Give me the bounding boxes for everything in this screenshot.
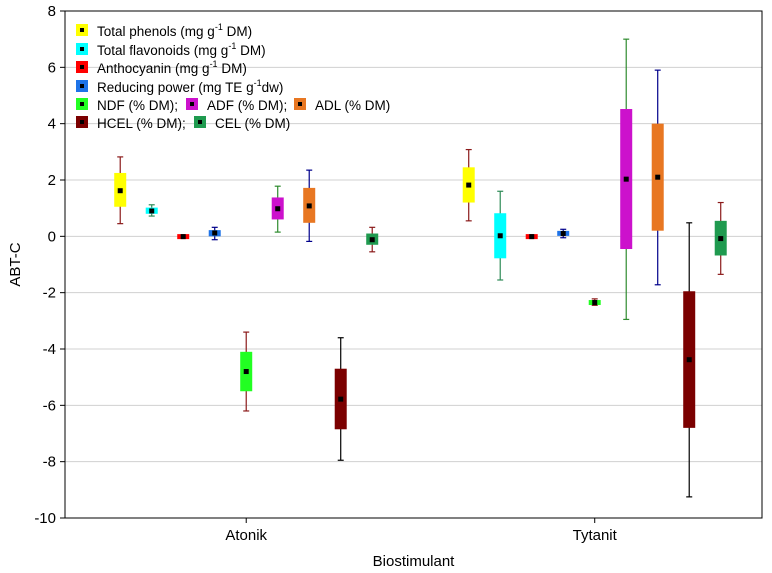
legend-label-part: DM) <box>236 43 265 58</box>
legend-label-part: ADL (% DM) <box>315 98 390 113</box>
y-axis-title: ABT-C <box>7 242 24 286</box>
y-tick-label: -8 <box>43 454 56 471</box>
legend: Total phenols (mg g-1 DM)Total flavonoid… <box>76 22 390 131</box>
legend-marker <box>80 47 84 51</box>
legend-label-part: Reducing power (mg TE g <box>97 80 254 95</box>
y-tick-label: -2 <box>43 285 56 302</box>
legend-label-part: -1 <box>228 41 236 51</box>
x-axis-title: Biostimulant <box>373 553 456 570</box>
legend-entry-3: Reducing power (mg TE g-1dw) <box>76 78 283 95</box>
legend-label: Total flavonoids (mg g-1 DM) <box>97 41 266 58</box>
legend-label-part: -1 <box>215 22 223 32</box>
axes: -10 -8 -6 -4 -2 0 2 4 6 8 Atonik Tytanit Biostimulan… <box>7 3 763 570</box>
box-atonik-0 <box>114 156 127 225</box>
box-atonik-6 <box>303 169 316 243</box>
legend-label-part: ADF (% DM); <box>207 98 287 113</box>
median-marker <box>369 237 375 243</box>
legend-marker <box>298 102 302 106</box>
box-atonik-7 <box>334 337 347 461</box>
legend-label-part: Total flavonoids (mg g <box>97 43 228 58</box>
median-marker <box>466 182 472 188</box>
median-marker <box>275 206 281 212</box>
median-marker <box>243 369 249 375</box>
y-tick-label: 6 <box>48 59 56 76</box>
x-tick-label: Atonik <box>225 527 267 544</box>
median-marker <box>117 188 123 194</box>
plot-area <box>114 38 727 498</box>
legend-label: CEL (% DM) <box>215 116 290 131</box>
median-marker <box>306 203 312 209</box>
legend-label-part: NDF (% DM); <box>97 98 178 113</box>
legend-label: Anthocyanin (mg g-1 DM) <box>97 59 247 76</box>
legend-entry-0: Total phenols (mg g-1 DM) <box>76 22 252 39</box>
box-tytanit-5 <box>620 38 633 321</box>
box-atonik-2 <box>177 234 190 240</box>
box-tytanit-3 <box>557 228 570 239</box>
median-marker <box>592 300 598 306</box>
median-marker <box>149 208 155 214</box>
box-tytanit-6 <box>651 69 664 286</box>
box-tytanit-1 <box>494 190 507 281</box>
y-tick-label: -10 <box>34 510 56 527</box>
median-marker <box>338 396 344 402</box>
legend-marker <box>80 28 84 32</box>
legend-label: ADF (% DM); <box>207 98 287 113</box>
legend-label-part: dw) <box>262 80 284 95</box>
median-marker <box>686 357 692 363</box>
legend-label-part: CEL (% DM) <box>215 116 290 131</box>
legend-marker <box>80 65 84 69</box>
median-marker <box>529 234 535 240</box>
legend-entry-4: NDF (% DM); <box>76 98 178 113</box>
legend-label-part: -1 <box>210 59 218 69</box>
legend-marker <box>80 84 84 88</box>
y-tick-label: 2 <box>48 172 56 189</box>
legend-entry-2: Anthocyanin (mg g-1 DM) <box>76 59 247 76</box>
box-tytanit-8 <box>714 201 727 275</box>
box-tytanit-4 <box>588 298 601 306</box>
legend-label: HCEL (% DM); <box>97 116 186 131</box>
legend-marker <box>80 120 84 124</box>
median-marker <box>560 231 566 237</box>
median-marker <box>497 233 503 239</box>
legend-entry-8: CEL (% DM) <box>194 116 290 131</box>
legend-label-part: HCEL (% DM); <box>97 116 186 131</box>
legend-label-part: -1 <box>254 78 262 88</box>
legend-label-part: DM) <box>223 24 252 39</box>
legend-entry-1: Total flavonoids (mg g-1 DM) <box>76 41 266 58</box>
legend-marker <box>190 102 194 106</box>
y-tick-label: 8 <box>48 3 56 20</box>
legend-entry-5: ADF (% DM); <box>186 98 287 113</box>
median-marker <box>212 230 218 236</box>
legend-label: NDF (% DM); <box>97 98 178 113</box>
legend-label: Total phenols (mg g-1 DM) <box>97 22 252 39</box>
box-atonik-1 <box>145 204 158 217</box>
median-marker <box>655 174 661 180</box>
legend-label-part: Total phenols (mg g <box>97 24 215 39</box>
legend-label: Reducing power (mg TE g-1dw) <box>97 78 283 95</box>
legend-entry-6: ADL (% DM) <box>294 98 390 113</box>
plot-border <box>64 10 763 519</box>
legend-entry-7: HCEL (% DM); <box>76 116 186 131</box>
box-atonik-5 <box>271 185 284 233</box>
box-tytanit-2 <box>525 234 538 240</box>
y-tick-label: -4 <box>43 341 56 358</box>
x-tick-label: Tytanit <box>573 527 618 544</box>
y-tick-label: -6 <box>43 397 56 414</box>
legend-marker <box>80 102 84 106</box>
legend-label-part: DM) <box>218 61 247 76</box>
legend-label: ADL (% DM) <box>315 98 390 113</box>
median-marker <box>623 176 629 182</box>
box-atonik-3 <box>208 226 221 241</box>
y-tick-label: 4 <box>48 116 56 133</box>
legend-marker <box>198 120 202 124</box>
box-atonik-8 <box>366 226 379 253</box>
median-marker <box>180 234 186 240</box>
box-tytanit-0 <box>462 148 475 222</box>
legend-label-part: Anthocyanin (mg g <box>97 61 210 76</box>
y-tick-label: 0 <box>48 228 56 245</box>
box-tytanit-7 <box>683 222 696 498</box>
median-marker <box>718 236 724 242</box>
box-atonik-4 <box>240 331 253 412</box>
